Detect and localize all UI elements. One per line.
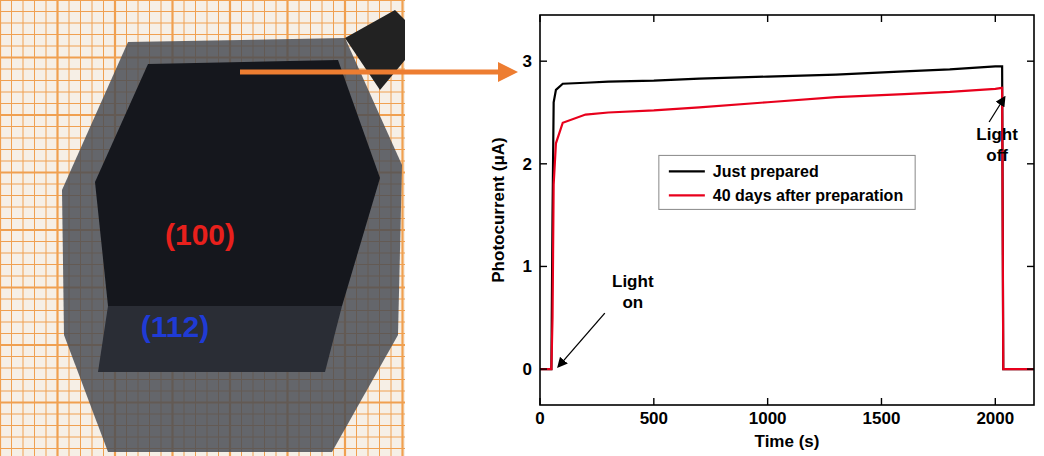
grid-paper-line [0, 23, 405, 24]
annotation: Light off [976, 98, 1018, 165]
legend-box [659, 155, 915, 209]
x-tick-top [767, 15, 768, 22]
grid-paper-line [0, 0, 1, 456]
grid-paper-line [11, 0, 12, 456]
crystal-photo: (100) (112) [0, 0, 405, 456]
crystal-body [62, 38, 402, 452]
annotation-arrow [989, 98, 1004, 122]
crystal-face-112 [98, 306, 342, 372]
grid-paper-line [56, 0, 58, 456]
x-tick [995, 398, 996, 405]
x-tick-top [539, 15, 540, 22]
annotation-line: on [622, 293, 643, 312]
plot-frame [540, 15, 1034, 405]
y-tick-label: 1 [523, 257, 532, 276]
x-tick [539, 398, 540, 405]
grid-paper-line [0, 34, 405, 35]
legend-label: Just prepared [713, 163, 819, 180]
face-label: (112) [141, 310, 209, 343]
x-tick-label: 2000 [976, 409, 1014, 428]
y-axis-title: Photocurrent (μA) [489, 137, 508, 282]
x-axis-title: Time (s) [755, 432, 820, 451]
annotation-line: off [986, 146, 1008, 165]
annotation-line: Light [612, 272, 654, 291]
grid-paper-line [34, 0, 35, 456]
y-tick [540, 368, 547, 369]
data-lines [540, 66, 1034, 369]
x-tick-label: 500 [640, 409, 668, 428]
electrode-wires [345, 10, 405, 90]
grid-paper-line [401, 0, 403, 456]
grid-paper-line [0, 11, 405, 12]
x-tick-label: 1500 [863, 409, 901, 428]
annotation-line: Light [976, 125, 1018, 144]
face-label: (100) [165, 218, 235, 251]
crystal-face-100 [95, 60, 380, 306]
x-tick [767, 398, 768, 405]
legend-swatch [669, 170, 705, 172]
x-tick-top [881, 15, 882, 22]
annotation-text: Light off [976, 125, 1018, 165]
y-tick-label: 3 [523, 52, 532, 71]
y-tick [540, 60, 547, 61]
series-line [540, 88, 1034, 369]
y-tick-right [1027, 266, 1034, 267]
x-tick-label: 0 [535, 409, 544, 428]
legend-label: 40 days after preparation [713, 187, 903, 204]
annotation-text: Light on [612, 272, 654, 312]
y-tick-label: 2 [523, 155, 532, 174]
grid-paper-line [0, 0, 405, 1]
grid-paper [0, 0, 405, 456]
y-tick [540, 266, 547, 267]
series-line [540, 66, 1034, 369]
annotation: Light on [559, 272, 654, 366]
y-tick-right [1027, 163, 1034, 164]
y-tick [540, 163, 547, 164]
x-tick-top [653, 15, 654, 22]
grid-paper-line [46, 0, 47, 456]
grid-paper-line [23, 0, 24, 456]
x-tick [653, 398, 654, 405]
y-tick-right [1027, 60, 1034, 61]
annotation-arrow [559, 313, 605, 366]
x-tick [881, 398, 882, 405]
legend-swatch [669, 194, 705, 196]
legend: Just prepared 40 days after preparation [659, 155, 915, 209]
x-tick-label: 1000 [749, 409, 787, 428]
pointer-arrow [240, 70, 508, 75]
x-tick-top [995, 15, 996, 22]
y-tick-right [1027, 368, 1034, 369]
y-tick-label: 0 [523, 360, 532, 379]
